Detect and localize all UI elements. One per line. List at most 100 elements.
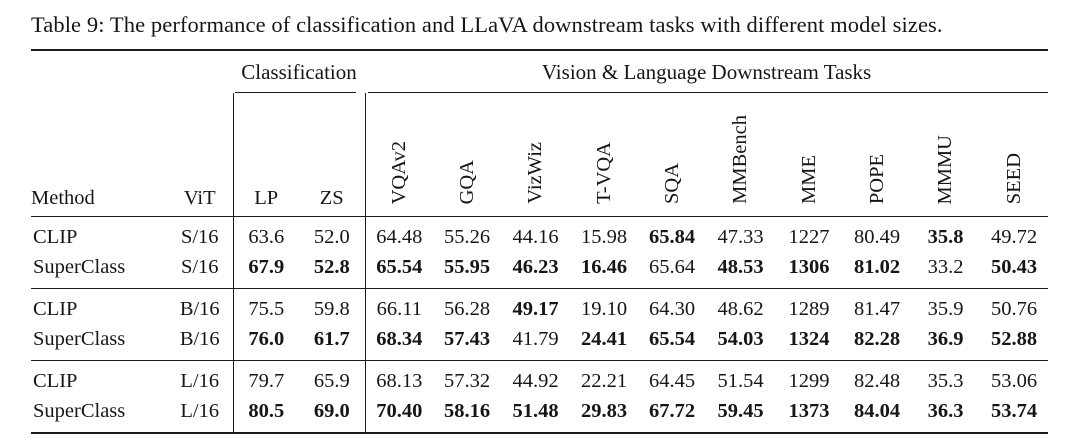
method-cell: CLIP xyxy=(31,288,167,325)
value-cell: 51.54 xyxy=(706,360,776,397)
table-row: CLIP B/16 75.5 59.8 66.11 56.28 49.17 19.10 64.3… xyxy=(31,288,1049,325)
group-header-row: Classification Vision & Language Downstr… xyxy=(31,50,1049,93)
value-cell: 29.83 xyxy=(570,396,639,434)
value-cell: 1227 xyxy=(788,226,830,248)
value-cell: 16.46 xyxy=(580,255,628,278)
value-cell: 65.9 xyxy=(299,360,366,397)
value-cell: 52.88 xyxy=(991,327,1038,350)
value-cell: 19.10 xyxy=(570,288,639,325)
col-header-mme: MME xyxy=(775,93,844,217)
value-cell: 33.2 xyxy=(927,255,964,278)
value-cell: 79.7 xyxy=(232,360,299,397)
value-cell: 1373 xyxy=(775,396,844,434)
col-header-gqa: GQA xyxy=(433,93,502,217)
col-header-vizwiz: VizWiz xyxy=(501,93,571,217)
vit-cell: S/16 xyxy=(180,226,219,248)
value-cell: 41.79 xyxy=(512,327,559,350)
value-cell: 59.8 xyxy=(299,288,366,325)
value-cell: 65.54 xyxy=(648,327,696,350)
col-header-lp: LP xyxy=(232,93,299,217)
value-cell: 22.21 xyxy=(570,360,639,397)
col-header-seed: SEED xyxy=(980,93,1049,217)
value-cell: 68.34 xyxy=(364,324,434,361)
col-header-vqav2: VQAv2 xyxy=(364,93,434,217)
method-cell: SuperClass xyxy=(31,396,167,434)
table-row: CLIP L/16 79.7 65.9 68.13 57.32 44.92 22.21 64.4… xyxy=(31,360,1049,397)
col-header-vit: ViT xyxy=(167,93,233,217)
value-cell: 55.26 xyxy=(443,226,491,248)
value-cell: 50.76 xyxy=(980,288,1049,325)
method-cell: SuperClass xyxy=(33,327,126,350)
results-table: Classification Vision & Language Downstr… xyxy=(31,49,1049,434)
value-cell: 61.7 xyxy=(313,327,350,350)
table-row: SuperClass B/16 76.0 61.7 68.34 57.43 41.79 24.… xyxy=(31,324,1048,361)
value-cell: 82.28 xyxy=(853,327,901,350)
value-cell: 46.23 xyxy=(512,255,559,278)
value-cell: 80.49 xyxy=(853,226,901,248)
group-header-vl-tasks-label: Vision & Language Downstream Tasks xyxy=(541,59,872,84)
table-row: SuperClass S/16 67.9 52.8 65.54 55.95 46.23 16.… xyxy=(31,252,1048,289)
value-cell: 58.16 xyxy=(433,396,502,434)
value-cell: 75.5 xyxy=(232,288,299,325)
value-cell: 48.53 xyxy=(717,255,764,278)
value-cell: 53.06 xyxy=(980,360,1049,397)
value-cell: 76.0 xyxy=(232,324,299,361)
value-cell: 1306 xyxy=(788,255,830,278)
value-cell: 80.5 xyxy=(232,396,299,434)
value-cell: 24.41 xyxy=(580,327,628,350)
value-cell: 57.32 xyxy=(433,360,502,397)
value-cell: 52.8 xyxy=(313,255,350,278)
col-header-mmmu: MMMU xyxy=(911,93,981,217)
value-cell: 51.48 xyxy=(501,396,571,434)
value-cell: 56.28 xyxy=(433,288,502,325)
vit-cell: L/16 xyxy=(167,396,233,434)
method-cell: CLIP xyxy=(33,226,78,248)
value-cell: 57.43 xyxy=(443,327,491,350)
table-caption: Table 9: The performance of classificati… xyxy=(31,12,943,37)
group-header-classification: Classification xyxy=(233,50,365,93)
value-cell: 81.02 xyxy=(853,255,901,278)
classification-cmidrule xyxy=(235,91,357,93)
value-cell: 35.8 xyxy=(927,226,964,248)
value-cell: 50.43 xyxy=(991,255,1038,278)
col-header-tvqa: T-VQA xyxy=(570,93,639,217)
paper-page: Table 9: The performance of classificati… xyxy=(31,12,1049,434)
table-row: SuperClass L/16 80.5 69.0 70.40 58.16 51.48 29.… xyxy=(31,396,1049,434)
value-cell: 84.04 xyxy=(843,396,912,434)
value-cell: 67.9 xyxy=(232,252,299,289)
value-cell: 49.72 xyxy=(991,226,1038,248)
value-cell: 1289 xyxy=(775,288,844,325)
vit-cell: B/16 xyxy=(179,327,220,350)
value-cell: 55.95 xyxy=(443,255,491,278)
value-cell: 36.3 xyxy=(911,396,981,434)
group-header-classification-label: Classification xyxy=(241,59,357,84)
value-cell: 35.9 xyxy=(911,288,981,325)
value-cell: 59.45 xyxy=(706,396,776,434)
value-cell: 81.47 xyxy=(843,288,912,325)
value-cell: 48.62 xyxy=(706,288,776,325)
value-cell: 69.0 xyxy=(299,396,366,434)
value-cell: 66.11 xyxy=(364,288,434,325)
col-header-sqa: SQA xyxy=(638,93,707,217)
vit-cell: S/16 xyxy=(180,255,219,278)
value-cell: 64.48 xyxy=(364,216,434,253)
value-cell: 64.45 xyxy=(638,360,707,397)
value-cell: 1299 xyxy=(775,360,844,397)
value-cell: 64.30 xyxy=(638,288,707,325)
value-cell: 15.98 xyxy=(580,226,628,248)
col-header-pope: POPE xyxy=(843,93,912,217)
method-cell: CLIP xyxy=(31,360,167,397)
col-header-method: Method xyxy=(31,93,167,217)
table-row: CLIP S/16 63.6 52.0 64.48 55.26 44.16 15.98 65.8… xyxy=(31,216,1048,253)
value-cell: 70.40 xyxy=(364,396,434,434)
value-cell: 65.84 xyxy=(648,226,696,248)
value-cell: 47.33 xyxy=(717,226,764,248)
value-cell: 44.92 xyxy=(501,360,571,397)
method-cell: SuperClass xyxy=(33,255,126,278)
vl-tasks-cmidrule xyxy=(368,91,1049,93)
col-header-zs: ZS xyxy=(299,93,366,217)
column-header-row: Method ViT LP ZS VQAv2 GQA VizWiz T-VQA … xyxy=(31,93,1049,217)
value-cell: 52.0 xyxy=(313,226,350,248)
value-cell: 65.64 xyxy=(648,255,696,278)
value-cell: 35.3 xyxy=(911,360,981,397)
